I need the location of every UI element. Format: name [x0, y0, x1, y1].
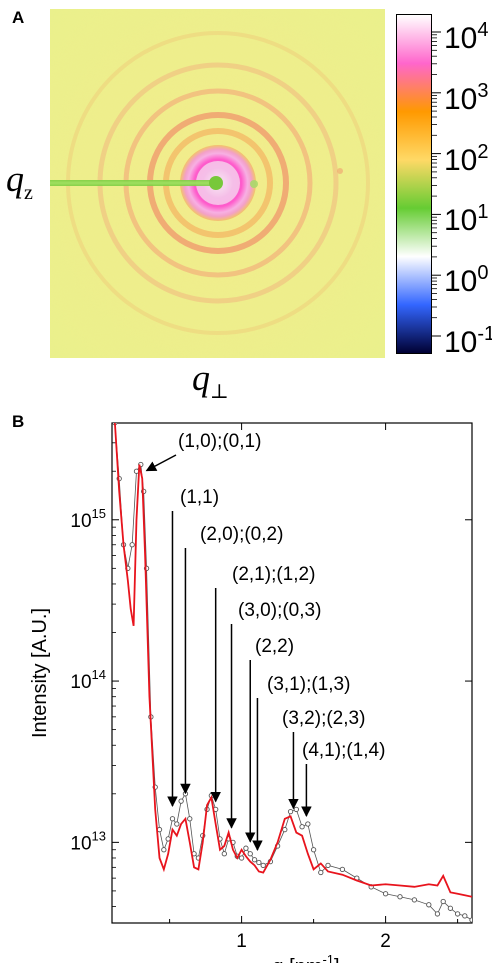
- colorbar-ticks: [432, 31, 441, 337]
- series-0-point: [318, 869, 324, 876]
- series-0-point: [169, 816, 176, 822]
- series-1-line: [113, 423, 472, 898]
- series-0-point: [260, 862, 266, 869]
- series-0-point: [411, 897, 418, 903]
- peak-annotation-label: (4,1);(1,4): [302, 740, 385, 761]
- series-0-point: [293, 806, 299, 813]
- peak-annotation-label: (3,2);(2,3): [282, 708, 365, 729]
- series-0-point: [454, 911, 461, 917]
- series-0-point: [251, 857, 258, 863]
- intensity-plot: 1 2 1013 1014 1015 (1,0);(0,1) (1,1) (2,0);(0,…: [29, 422, 473, 963]
- series-0-point: [187, 816, 193, 822]
- series-0-point: [305, 821, 311, 827]
- series-0-point: [382, 891, 389, 897]
- peak-annotation-label: (1,1): [180, 487, 219, 508]
- colorbar-tick-label: 101: [444, 201, 489, 238]
- panel-a-letter: A: [12, 8, 25, 27]
- colorbar-tick-label: 102: [444, 140, 489, 177]
- peak-annotation-arrow: [145, 454, 177, 472]
- y-tick-label: 1013: [70, 828, 106, 854]
- series-0-point: [299, 824, 305, 830]
- qz-var: q: [6, 159, 24, 199]
- series-0-point: [325, 862, 331, 869]
- x-tick-label: 1: [236, 931, 247, 952]
- peak-annotation-label: (2,0);(0,2): [200, 524, 283, 545]
- y-axis-label: Intensity [A.U.]: [29, 608, 51, 738]
- peak-annotation-label: (1,0);(0,1): [178, 431, 261, 452]
- detector-image: [50, 9, 385, 358]
- series-0-point: [434, 911, 441, 917]
- series-0-point: [440, 898, 446, 905]
- qperp-sub: ⊥: [210, 381, 229, 403]
- colorbar: [396, 14, 432, 354]
- x-tick-label: 2: [380, 931, 391, 952]
- series-0-trace: [114, 423, 472, 921]
- series-0-point: [247, 851, 253, 857]
- peak-annotation-label: (2,2): [255, 636, 294, 657]
- qz-axis-label: qz: [6, 158, 33, 205]
- series-0-point: [462, 913, 468, 919]
- series-0-point: [287, 809, 294, 815]
- series-0-point: [133, 468, 140, 474]
- colorbar-tick-label: 100: [444, 262, 489, 299]
- qperp-axis-label: q⊥: [192, 357, 229, 404]
- series-0-point: [238, 855, 245, 861]
- series-0-point: [397, 894, 403, 900]
- colorbar-tick-label: 104: [444, 19, 489, 55]
- colorbar-tick-label: 10-1: [444, 323, 492, 359]
- beamstop: [209, 176, 223, 190]
- y-tick-label: 1014: [70, 667, 106, 693]
- series-0-point: [161, 847, 167, 853]
- peak-annotation-label: (3,0);(0,3): [238, 600, 321, 621]
- series-0-point: [426, 902, 432, 908]
- panel-b-letter: B: [12, 412, 25, 431]
- qperp-var: q: [192, 358, 210, 398]
- series-0-point: [339, 866, 346, 873]
- series-0-point: [174, 821, 180, 827]
- series-0-point: [221, 851, 227, 857]
- series-0-point: [310, 847, 317, 853]
- colorbar-tick-label: 103: [444, 79, 489, 116]
- series-0-point: [282, 826, 288, 833]
- series-0-point: [178, 798, 184, 804]
- series-0-point: [447, 905, 454, 911]
- plot-frame: [111, 422, 473, 924]
- y-tick-label: 1015: [70, 506, 106, 532]
- series-0-point: [256, 859, 262, 866]
- qz-sub: z: [24, 182, 33, 204]
- series-0-point: [129, 542, 135, 548]
- peak-annotation-label: (3,1);(1,3): [267, 674, 350, 695]
- peak-annotation-label: (2,1);(1,2): [232, 564, 315, 585]
- x-axis-label: q [nm-1]: [272, 952, 339, 963]
- series-0-point: [469, 917, 472, 923]
- series-0-point: [243, 845, 249, 851]
